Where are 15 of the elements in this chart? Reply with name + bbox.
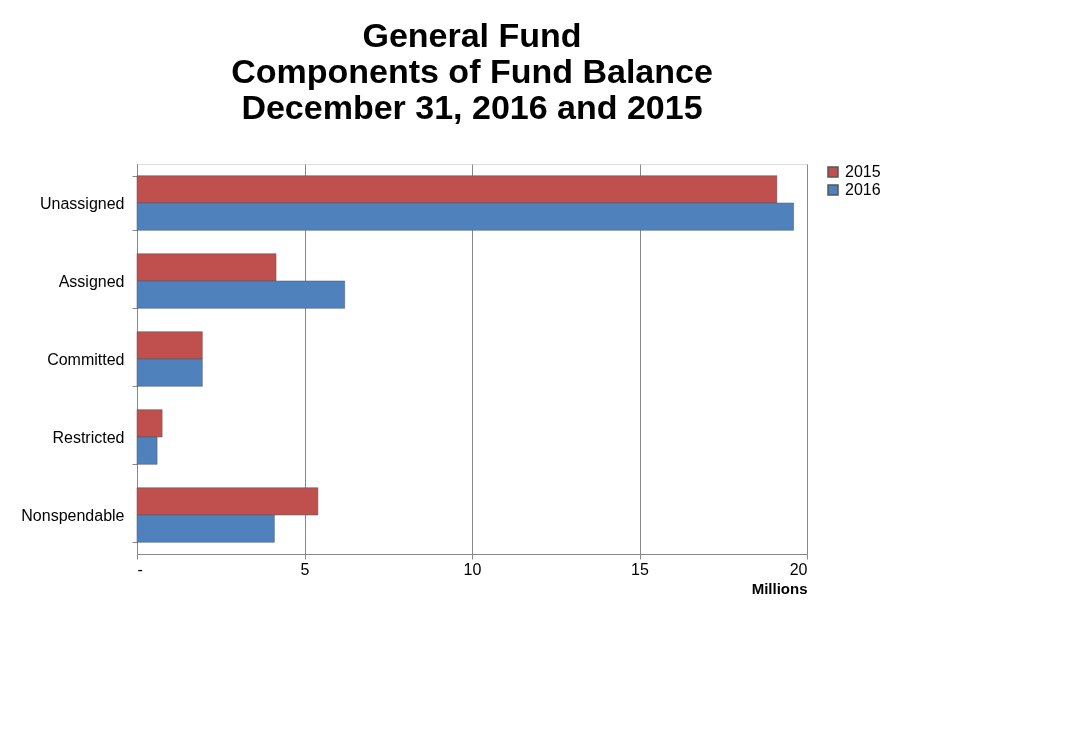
y-tick-label: Assigned	[58, 272, 125, 290]
y-tick-label: Restricted	[52, 428, 125, 446]
y-tick-label: Committed	[47, 350, 125, 368]
x-tick-label: 15	[631, 560, 649, 578]
x-tick-label: 10	[463, 560, 482, 578]
y-tick-label: Nonspendable	[21, 506, 125, 524]
x-tick-label: 5	[300, 560, 310, 578]
text: Components of Fund Balance	[231, 52, 713, 90]
x-tick-label: 20	[789, 560, 808, 578]
text: General Fund	[362, 16, 582, 54]
x-axis-title: Millions	[751, 579, 808, 597]
y-tick-label: Unassigned	[40, 194, 125, 212]
legend-label: 2016	[845, 181, 881, 198]
x-tick-label: -	[137, 560, 143, 578]
legend-label: 2015	[845, 163, 881, 180]
